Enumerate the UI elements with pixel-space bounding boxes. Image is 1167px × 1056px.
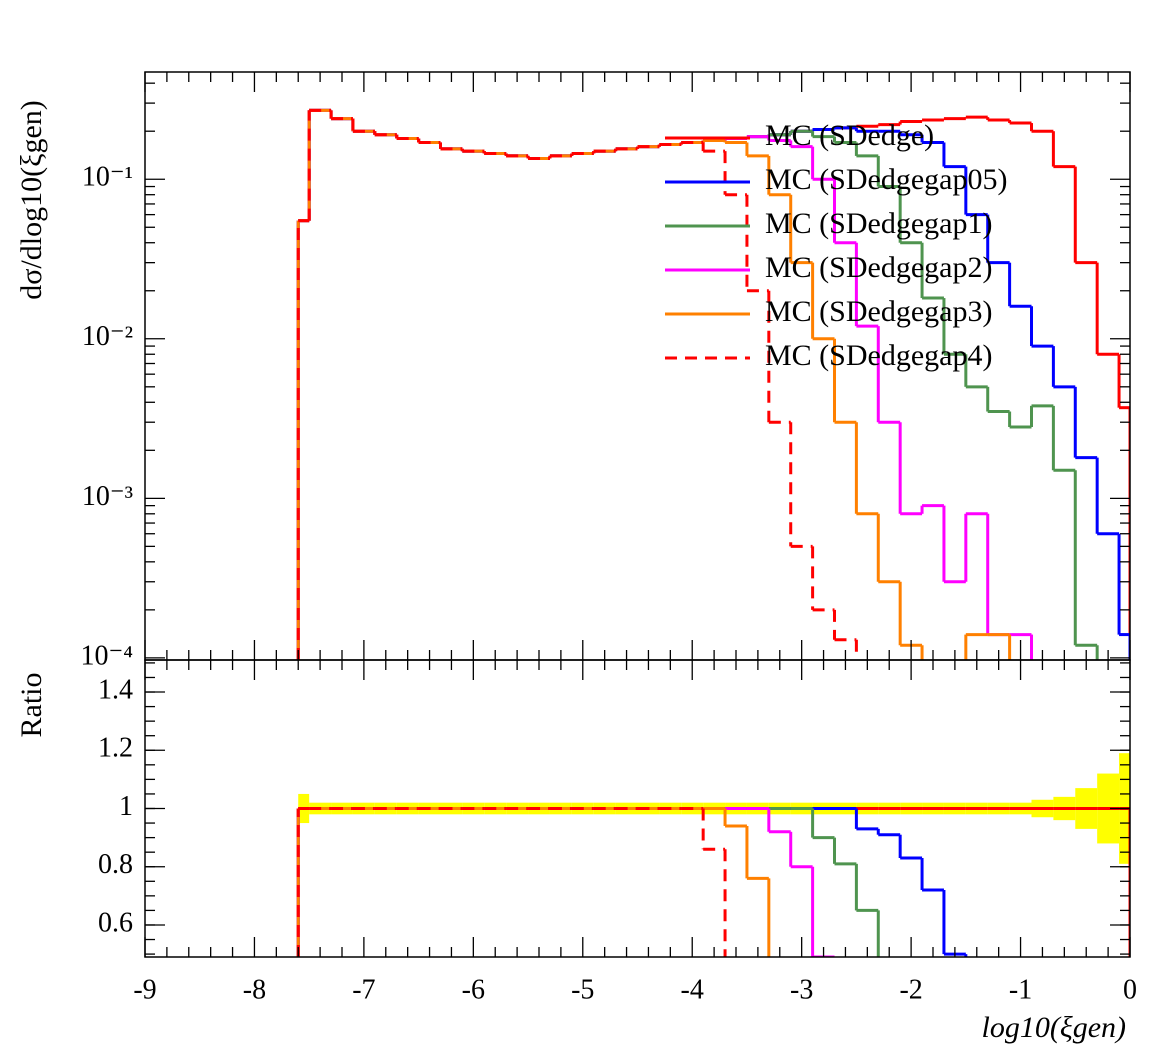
y-tick-label: 10⁻⁴: [80, 640, 133, 671]
y-tick-label: 0.8: [98, 849, 133, 880]
x-tick-label: -8: [243, 974, 266, 1005]
ratio-axis-label: Ratio: [15, 673, 48, 738]
y-tick-label: 10⁻¹: [82, 162, 133, 193]
y-tick-label: 10⁻²: [82, 321, 133, 352]
y-axis-label: dσ/dlog10(ξgen): [15, 100, 48, 300]
legend-label: MC (SDedgegap05): [765, 163, 1007, 196]
y-tick-label: 10⁻³: [82, 481, 133, 512]
legend-label: MC (SDedgegap1): [765, 207, 992, 240]
axes: [144, 71, 1131, 958]
y-tick-label: 1: [119, 791, 133, 822]
legend-label: MC (SDedgegap4): [765, 339, 992, 372]
x-axis-label: log10(ξgen): [982, 1011, 1126, 1044]
x-tick-label: -2: [899, 974, 922, 1005]
x-tick-label: -6: [462, 974, 485, 1005]
legend-label: MC (SDedgegap2): [765, 251, 992, 284]
ratio-plot: [296, 753, 1130, 957]
x-tick-label: -5: [571, 974, 594, 1005]
y-tick-label: 0.6: [98, 907, 133, 938]
x-tick-label: -1: [1009, 974, 1032, 1005]
legend-label: MC (SDedgegap3): [765, 295, 992, 328]
x-tick-label: -4: [681, 974, 704, 1005]
x-tick-label: -7: [352, 974, 375, 1005]
x-tick-label: -3: [790, 974, 813, 1005]
x-tick-label: 0: [1123, 974, 1137, 1005]
y-tick-label: 1.4: [98, 674, 133, 705]
legend-label: MC (SDedge): [765, 119, 934, 152]
main-plot: [296, 108, 1130, 660]
x-tick-label: -9: [133, 974, 156, 1005]
y-tick-label: 1.2: [98, 733, 133, 764]
